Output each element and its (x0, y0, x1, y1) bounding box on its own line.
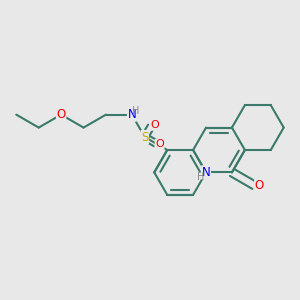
Text: O: O (155, 140, 164, 149)
Text: O: O (255, 179, 264, 192)
Text: N: N (128, 108, 136, 121)
Text: S: S (141, 130, 148, 144)
Text: N: N (202, 166, 210, 179)
Text: H: H (197, 172, 204, 182)
Text: H: H (132, 106, 140, 116)
Text: O: O (56, 108, 66, 121)
Text: O: O (151, 120, 159, 130)
